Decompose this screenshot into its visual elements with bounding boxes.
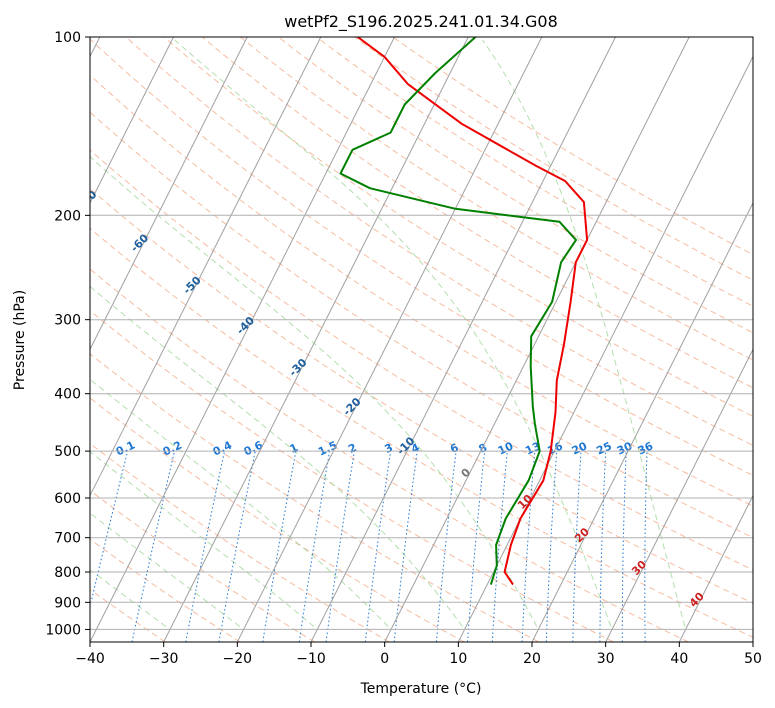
dry-adiabat-line — [90, 310, 614, 642]
isotherm-line — [236, 37, 543, 642]
x-tick-label: 30 — [597, 651, 615, 667]
dry-adiabat-line — [354, 37, 753, 281]
moist-adiabat-line — [90, 156, 538, 627]
isotherm-line — [163, 37, 469, 642]
mixing-ratio-label: 25 — [594, 439, 613, 457]
dry-adiabat-line — [90, 187, 753, 604]
moist-adiabat-line — [482, 39, 686, 627]
isotherm-line — [384, 37, 690, 642]
dry-adiabat-line — [392, 37, 753, 256]
x-tick-label: −10 — [296, 651, 326, 667]
x-tick-label: 50 — [744, 651, 762, 667]
dry-adiabat-line — [90, 268, 689, 642]
mixing-ratio-line — [467, 451, 486, 642]
x-tick-label: 10 — [449, 651, 467, 667]
x-axis-label: Temperature (°C) — [360, 681, 482, 697]
dry-adiabat-line — [201, 37, 753, 389]
isotherm-label: -70 — [76, 188, 99, 211]
dewpoint-profile-line — [339, 37, 577, 585]
y-tick-label: 800 — [54, 565, 81, 581]
y-tick-label: 100 — [54, 30, 81, 46]
x-tick-label: −20 — [223, 651, 253, 667]
y-tick-label: 500 — [54, 444, 81, 460]
moist-adiabat-line — [90, 512, 241, 627]
dry-adiabat-line — [90, 353, 540, 642]
dry-adiabat-line — [90, 149, 753, 571]
y-tick-label: 300 — [54, 313, 81, 329]
plot-frame — [89, 36, 754, 643]
isotherm-line — [90, 37, 395, 642]
x-tick-label: 40 — [670, 651, 688, 667]
isotherm-line — [90, 37, 248, 351]
dry-adiabat-line — [90, 442, 390, 642]
dry-adiabat-line — [90, 74, 753, 507]
mixing-ratio-line — [325, 451, 355, 642]
mixing-ratio-line — [131, 450, 175, 642]
mixing-ratio-label: 20 — [570, 439, 590, 457]
dry-adiabat-line — [239, 37, 753, 361]
y-tick-label: 900 — [54, 595, 81, 611]
isotherm-line — [678, 494, 753, 642]
dry-adiabat-line — [316, 37, 753, 307]
x-tick-label: −40 — [75, 651, 105, 667]
mixing-ratio-line — [298, 451, 331, 642]
x-tick-label: 0 — [380, 651, 389, 667]
isotherm-line — [457, 55, 753, 642]
y-tick-label: 1000 — [45, 622, 81, 638]
isotherm-line — [90, 37, 174, 205]
mixing-ratio-line — [435, 451, 457, 642]
mixing-ratio-line — [90, 450, 129, 609]
isotherm-line — [90, 37, 322, 497]
dry-adiabat-line — [90, 227, 753, 638]
mixing-ratio-label: 36 — [636, 439, 656, 457]
mixing-ratio-label: 30 — [615, 439, 635, 457]
mixing-ratio-label: 10 — [496, 439, 516, 457]
moist-adiabat-line — [90, 378, 389, 627]
dry-adiabat-line — [125, 37, 753, 446]
moist-adiabat-line — [174, 39, 612, 627]
mixing-ratio-line — [491, 451, 508, 642]
isotherm-line — [531, 201, 753, 642]
y-tick-label: 600 — [54, 491, 81, 507]
y-tick-label: 400 — [54, 387, 81, 403]
isotherm-line — [605, 348, 753, 642]
isotherm-line — [310, 37, 616, 642]
dry-adiabat-line — [90, 489, 315, 642]
y-tick-label: 700 — [54, 531, 81, 547]
mixing-ratio-line — [364, 451, 392, 642]
y-tick-label: 200 — [54, 208, 81, 224]
mixing-ratio-line — [393, 451, 418, 642]
x-tick-label: 20 — [523, 651, 541, 667]
chart-title: wetPf2_S196.2025.241.01.34.G08 — [284, 12, 558, 32]
dry-adiabat-line — [90, 38, 753, 476]
x-tick-label: −30 — [149, 651, 179, 667]
y-axis-label: Pressure (hPa) — [12, 290, 28, 390]
moist-adiabat-line — [90, 285, 463, 627]
temperature-profile-line — [357, 37, 589, 586]
